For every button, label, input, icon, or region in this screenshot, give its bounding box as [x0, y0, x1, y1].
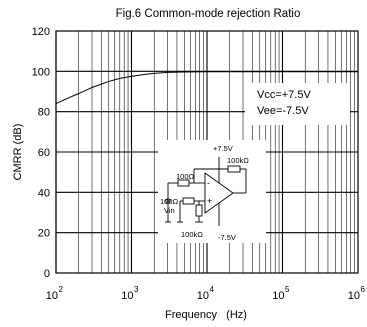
- circuit-background: [158, 140, 266, 243]
- circuit-minus-sign: -: [207, 178, 210, 188]
- annotation-vee: Vee=-7.5V: [257, 105, 309, 117]
- x-tick-exponent: 5: [285, 285, 290, 294]
- x-tick-label: 10: [348, 290, 360, 302]
- circuit-r-in2: 100Ω: [160, 197, 179, 206]
- vin-source: [165, 198, 171, 204]
- x-tick-label: 10: [46, 290, 58, 302]
- y-tick-label: 120: [32, 26, 50, 38]
- plot-frame: [55, 30, 359, 274]
- circuit-plus-sign: +: [207, 196, 212, 206]
- y-tick-label: 100: [32, 66, 50, 78]
- y-tick-label: 40: [38, 187, 50, 199]
- circuit-inset: +7.5V -7.5V 100kΩ 100Ω 100Ω Vin 100kΩ - …: [158, 140, 266, 243]
- x-tick-label: 10: [121, 290, 133, 302]
- y-tick-label: 80: [38, 107, 50, 119]
- y-tick-labels: 0 20 40 60 80 100 120: [32, 26, 50, 280]
- x-tick-exponent: 2: [59, 285, 64, 294]
- y-tick-label: 20: [38, 228, 50, 240]
- chart-title: Fig.6 Common-mode rejection Ratio: [116, 8, 301, 20]
- x-tick-exponent: 3: [134, 285, 139, 294]
- x-tick-exponent: 6: [361, 285, 366, 294]
- circuit-vminus: -7.5V: [218, 233, 236, 242]
- series-line-cmrr: [55, 71, 358, 105]
- y-tick-label: 0: [44, 268, 50, 280]
- circuit-r-ground: 100kΩ: [181, 230, 203, 239]
- x-tick-exponent: 4: [210, 285, 215, 294]
- x-axis-label: Frequency (Hz): [165, 309, 247, 321]
- circuit-vin: Vin: [164, 206, 175, 215]
- supply-annotation: Vcc=+7.5V Vee=-7.5V: [245, 83, 350, 125]
- circuit-r-feedback: 100kΩ: [227, 156, 249, 165]
- circuit-r-in1: 100Ω: [176, 172, 195, 181]
- annotation-vcc: Vcc=+7.5V: [257, 89, 311, 101]
- y-tick-label: 60: [38, 147, 50, 159]
- x-tick-label: 10: [197, 290, 209, 302]
- annotation-box: [245, 83, 350, 125]
- circuit-vplus: +7.5V: [213, 144, 233, 153]
- y-axis-label: CMRR (dB): [12, 124, 24, 181]
- x-tick-label: 10: [272, 290, 284, 302]
